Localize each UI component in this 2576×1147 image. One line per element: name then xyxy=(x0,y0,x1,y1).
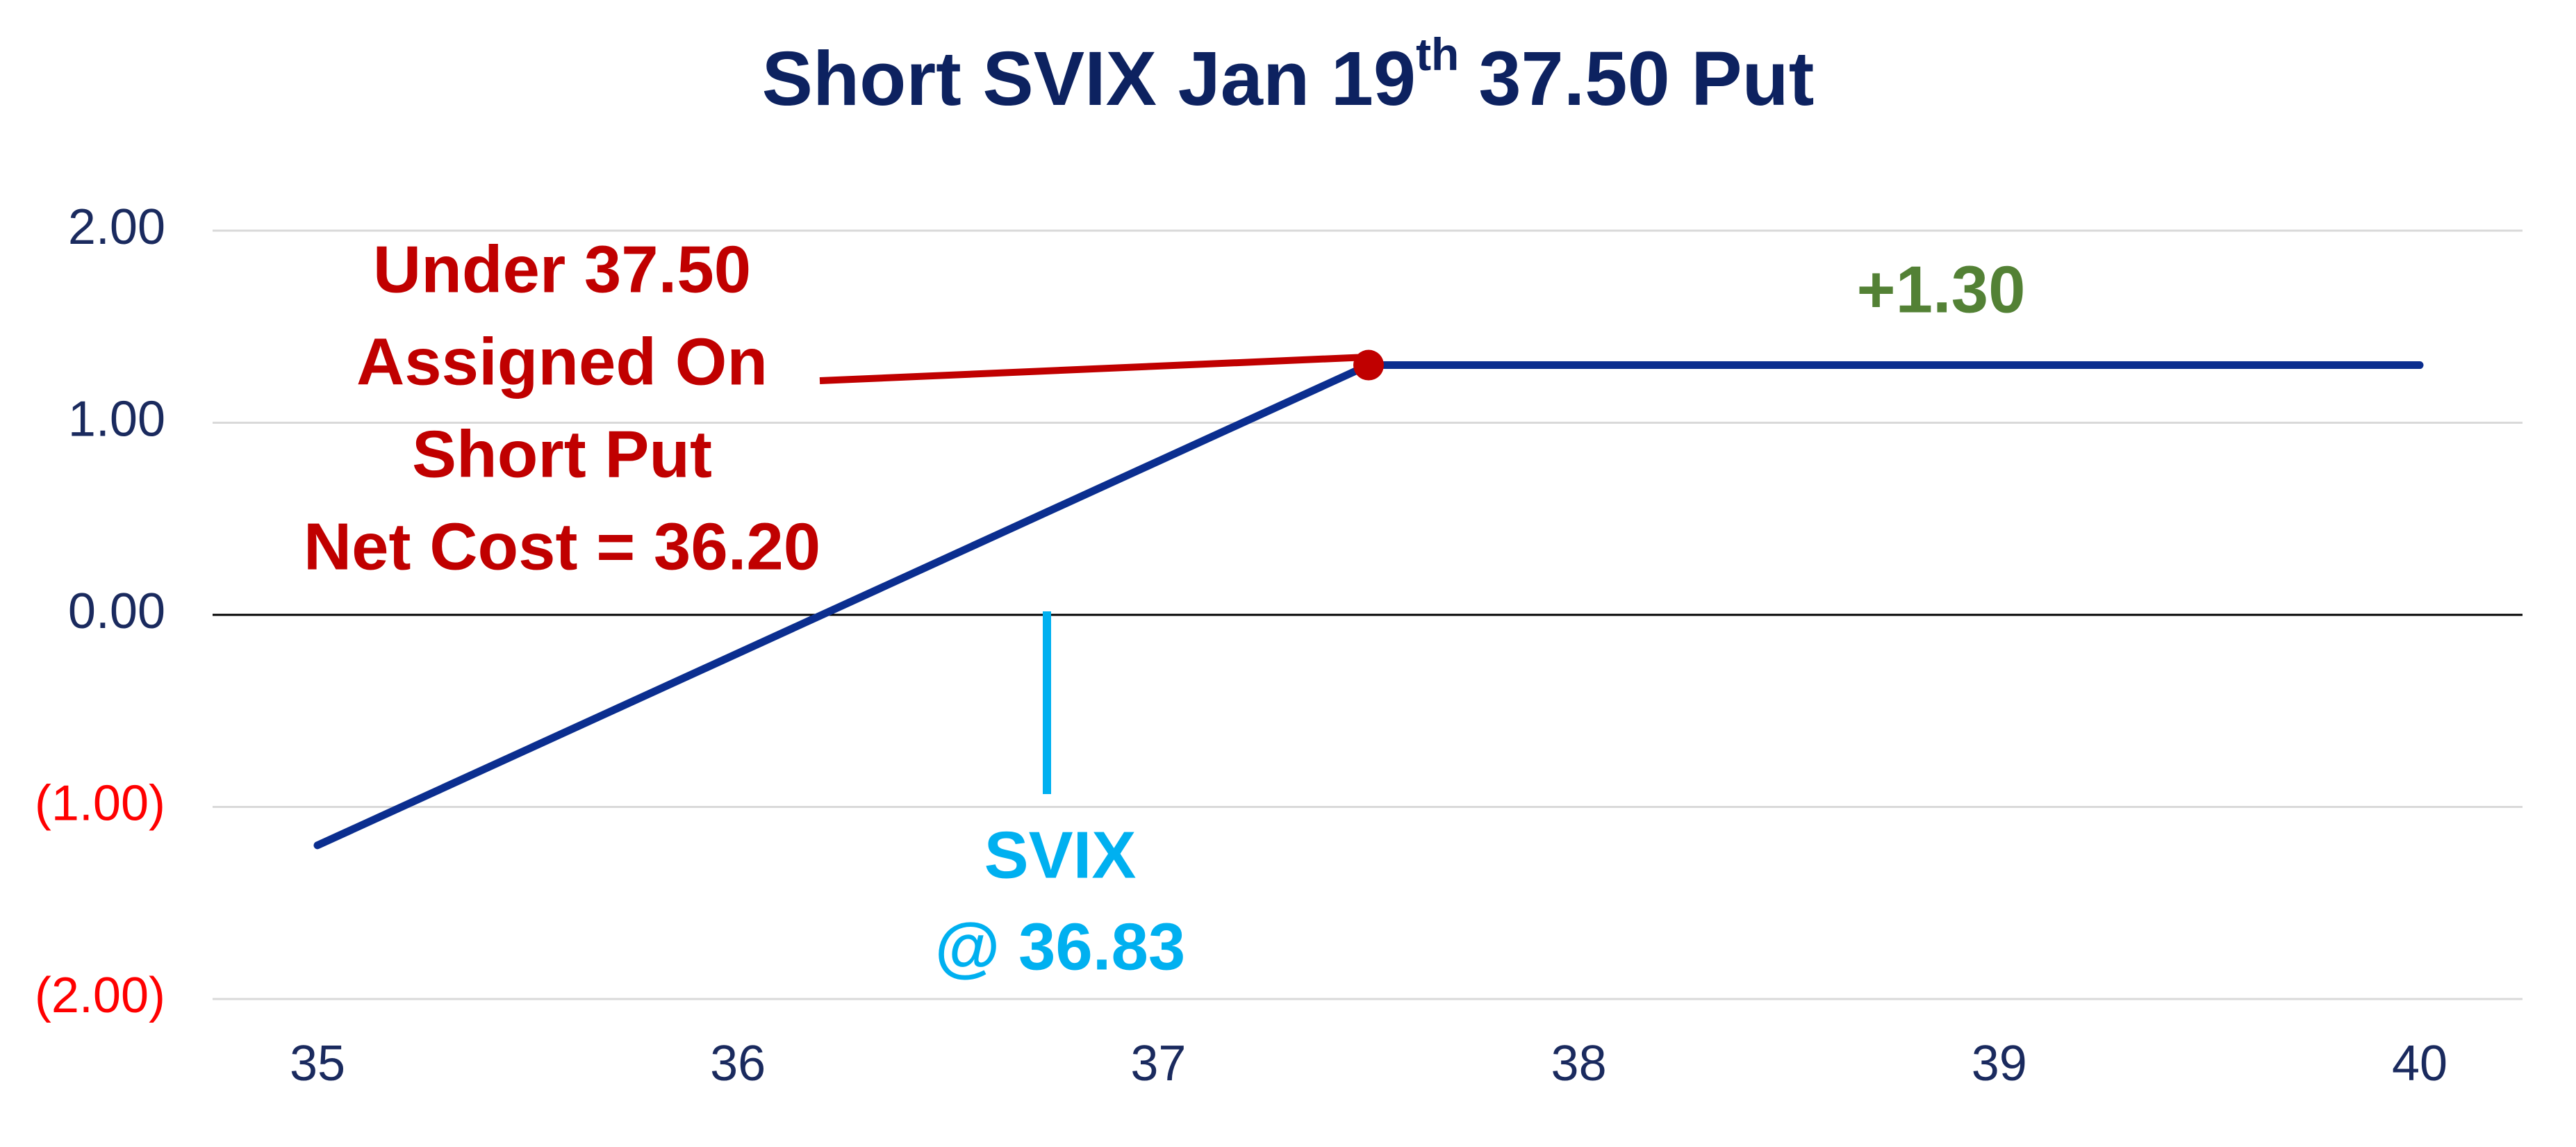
y-tick-label: 0.00 xyxy=(68,584,165,639)
annotation-line: Short Put xyxy=(412,417,712,491)
x-tick-label: 38 xyxy=(1551,1036,1607,1091)
annotation-arrow xyxy=(819,354,1368,384)
y-tick-label: 1.00 xyxy=(68,392,165,447)
title-part: 37.50 Put xyxy=(1478,36,1814,122)
max-profit-label: +1.30 xyxy=(1857,252,2026,327)
assignment-note: Under 37.50 Assigned On Short Put Net Co… xyxy=(304,232,820,584)
annotation-line: Under 37.50 xyxy=(373,232,751,306)
title-part: Short SVIX Jan 19 xyxy=(762,36,1416,122)
plot xyxy=(313,349,2424,850)
x-tick-label: 37 xyxy=(1130,1036,1186,1091)
x-tick-label: 35 xyxy=(290,1036,345,1091)
grid: (2.00) (1.00) 0.00 1.00 2.00 35 36 37 38 39 40 xyxy=(35,199,2523,1091)
y-tick-label: 2.00 xyxy=(68,199,165,255)
y-tick-label: (2.00) xyxy=(35,968,165,1023)
x-tick-label: 39 xyxy=(1972,1036,2027,1091)
x-tick-label: 36 xyxy=(710,1036,766,1091)
annotation-line: Assigned On xyxy=(356,324,768,399)
annotation-line: Net Cost = 36.20 xyxy=(304,509,820,584)
price-label: SVIX xyxy=(984,818,1137,892)
y-tick-label: (1.00) xyxy=(35,776,165,832)
chart-title: Short SVIX Jan 19th 37.50 Put xyxy=(762,28,1815,122)
price-label: @ 36.83 xyxy=(935,909,1186,984)
breakpoint-marker xyxy=(1353,349,1384,381)
x-tick-label: 40 xyxy=(2392,1036,2447,1091)
title-superscript: th xyxy=(1416,28,1459,80)
